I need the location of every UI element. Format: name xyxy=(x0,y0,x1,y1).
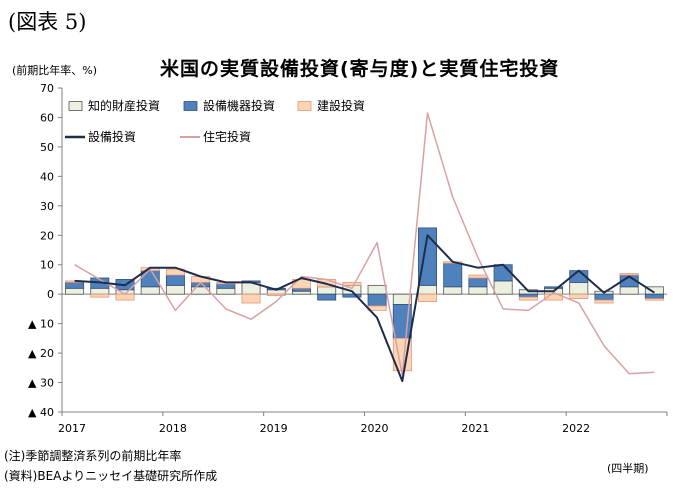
bar-segment xyxy=(292,290,311,295)
x-tick-label: 2017 xyxy=(58,422,86,435)
bar-segment xyxy=(292,279,311,289)
unit-label: (前期比年率、%) xyxy=(12,64,98,77)
bar-segment xyxy=(317,293,337,301)
y-tick-label: 50 xyxy=(40,141,54,154)
legend-swatch xyxy=(297,101,312,111)
bar-segment xyxy=(216,283,236,289)
y-tick-label: 20 xyxy=(40,229,54,242)
bar-segment xyxy=(443,286,463,295)
bar-segment xyxy=(165,274,185,286)
axes: 70 60 50 40 30 20 10 0 ▲ 10 ▲ 20 ▲ 30 ▲ 40 2017 2018 2… xyxy=(28,82,668,435)
y-tick-label: ▲ 40 xyxy=(28,406,54,419)
y-tick-label: 30 xyxy=(40,200,54,213)
bar-segment xyxy=(367,284,387,295)
x-tick-label: 2018 xyxy=(159,422,187,435)
bar-segment xyxy=(342,293,362,298)
legend-label: 設備機器投資 xyxy=(203,98,275,113)
legend-swatch xyxy=(183,101,198,111)
y-tick-label: ▲ 10 xyxy=(28,318,54,331)
bar-segment xyxy=(544,286,564,289)
legend-label: 知的財産投資 xyxy=(88,98,160,113)
bar-segment xyxy=(518,293,538,298)
bar-segment xyxy=(165,284,185,295)
bar-segment xyxy=(468,286,488,295)
bar-segment xyxy=(644,293,664,300)
y-tick-label: 40 xyxy=(40,170,54,183)
bar-segment xyxy=(569,281,589,295)
bar-segment xyxy=(292,287,311,292)
legend-label: 住宅投資 xyxy=(203,129,251,144)
note-source-adjustment: (注)季節調整済系列の前期比年率 xyxy=(4,449,182,463)
y-tick-label: 60 xyxy=(40,111,54,124)
x-tick-label: 2019 xyxy=(260,422,288,435)
bar-segment xyxy=(367,293,387,307)
legend-swatch xyxy=(68,101,83,111)
bar-segment xyxy=(65,287,85,295)
y-tick-label: 70 xyxy=(40,82,54,95)
bar-segment xyxy=(90,293,110,298)
x-tick-label: 2021 xyxy=(461,422,489,435)
bar-segment xyxy=(90,287,110,295)
bar-segment xyxy=(619,286,639,295)
bar-segment xyxy=(644,298,664,301)
legend-label: 設備投資 xyxy=(88,129,136,144)
bar-segment xyxy=(115,293,135,301)
bar-segment xyxy=(594,299,614,304)
y-tick-label: ▲ 30 xyxy=(28,377,54,390)
bar-segment xyxy=(266,293,286,297)
bar-segment xyxy=(468,274,488,279)
chart-title: 米国の実質設備投資(寄与度)と実質住宅投資 xyxy=(160,58,560,80)
y-tick-label: 10 xyxy=(40,259,54,272)
note-data-source: (資料)BEAよりニッセイ基礎研究所作成 xyxy=(4,469,218,483)
figure-label: (図表 5) xyxy=(8,10,87,34)
bar-segment xyxy=(443,262,463,288)
bars xyxy=(65,227,664,372)
bar-segment xyxy=(216,287,236,295)
bar-segment xyxy=(342,281,362,286)
bar-segment xyxy=(468,277,488,288)
bar-segment xyxy=(569,293,589,300)
bar-segment xyxy=(418,227,437,286)
bar-segment xyxy=(418,293,437,302)
bar-segment xyxy=(241,293,261,304)
frequency-label: (四半期) xyxy=(607,462,649,475)
bar-segment xyxy=(418,284,437,295)
bar-segment xyxy=(140,286,160,295)
bar-segment xyxy=(493,280,513,295)
legend-label: 建設投資 xyxy=(317,98,365,113)
x-tick-label: 2022 xyxy=(562,422,590,435)
series-line xyxy=(74,234,655,383)
bar-segment xyxy=(317,286,337,295)
x-tick-label: 2020 xyxy=(361,422,389,435)
y-tick-label: ▲ 20 xyxy=(28,347,54,360)
bar-segment xyxy=(619,273,639,276)
series-line xyxy=(74,112,655,376)
bar-segment xyxy=(594,293,614,301)
bar-segment xyxy=(65,281,85,289)
y-tick-label: 0 xyxy=(47,288,54,301)
lines xyxy=(74,112,655,383)
bar-segment xyxy=(165,268,185,276)
bar-segment xyxy=(518,296,538,301)
